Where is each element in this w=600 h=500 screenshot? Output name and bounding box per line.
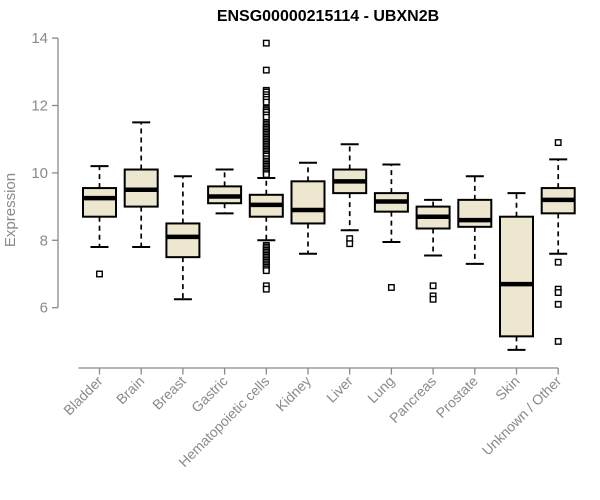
y-tick-label: 10 bbox=[31, 165, 48, 182]
boxplot-breast bbox=[165, 175, 201, 301]
x-tick-label-breast: Breast bbox=[149, 373, 189, 413]
boxplot-pancreas bbox=[415, 198, 451, 303]
outlier-point bbox=[346, 240, 354, 248]
outlier-point bbox=[554, 139, 562, 147]
outlier-point bbox=[262, 267, 270, 275]
iqr-box bbox=[457, 198, 493, 228]
boxplot-brain bbox=[123, 121, 159, 249]
y-tick-label: 14 bbox=[31, 30, 48, 47]
boxplot-kidney bbox=[290, 161, 326, 255]
x-tick-label-brain: Brain bbox=[113, 373, 147, 407]
boxplot-liver bbox=[332, 143, 368, 248]
outlier-point bbox=[262, 39, 270, 47]
boxplot-unknown-other bbox=[540, 139, 576, 345]
outlier-point bbox=[387, 284, 395, 291]
iqr-box bbox=[165, 222, 201, 259]
y-axis-label: Expression bbox=[2, 173, 19, 247]
x-tick-label-lung: Lung bbox=[364, 373, 397, 406]
outlier-point bbox=[429, 295, 437, 303]
outlier-point bbox=[262, 285, 270, 293]
outlier-point bbox=[262, 66, 270, 74]
x-tick-label-unknown-other: Unknown / Other bbox=[479, 373, 565, 459]
boxplot-skin bbox=[499, 192, 534, 351]
y-tick-label: 6 bbox=[40, 300, 48, 317]
boxplot-lung bbox=[373, 163, 409, 291]
outlier-point bbox=[262, 171, 270, 179]
iqr-box bbox=[290, 180, 326, 225]
outlier-point bbox=[554, 289, 562, 296]
boxplot-gastric bbox=[207, 168, 243, 215]
x-tick-label-kidney: Kidney bbox=[273, 373, 315, 415]
x-tick-label-skin: Skin bbox=[492, 373, 523, 404]
outlier-point bbox=[554, 258, 562, 266]
boxplots bbox=[82, 39, 576, 351]
boxplot-hematopoietic-cells bbox=[248, 39, 284, 293]
chart-title: ENSG00000215114 - UBXN2B bbox=[217, 8, 439, 25]
outlier-point bbox=[96, 270, 103, 278]
boxplot-bladder bbox=[82, 165, 117, 278]
outlier-point bbox=[262, 98, 270, 106]
outlier-point bbox=[554, 337, 562, 345]
boxplot-prostate bbox=[457, 175, 493, 265]
iqr-box bbox=[499, 215, 534, 338]
x-tick-label-bladder: Bladder bbox=[60, 373, 106, 419]
iqr-box bbox=[82, 187, 117, 218]
x-tick-label-liver: Liver bbox=[323, 373, 356, 406]
outlier-point bbox=[554, 300, 562, 308]
y-tick-label: 12 bbox=[31, 98, 48, 115]
y-tick-label: 8 bbox=[40, 232, 48, 249]
outlier-point bbox=[429, 282, 437, 290]
x-tick-label-prostate: Prostate bbox=[433, 373, 481, 421]
